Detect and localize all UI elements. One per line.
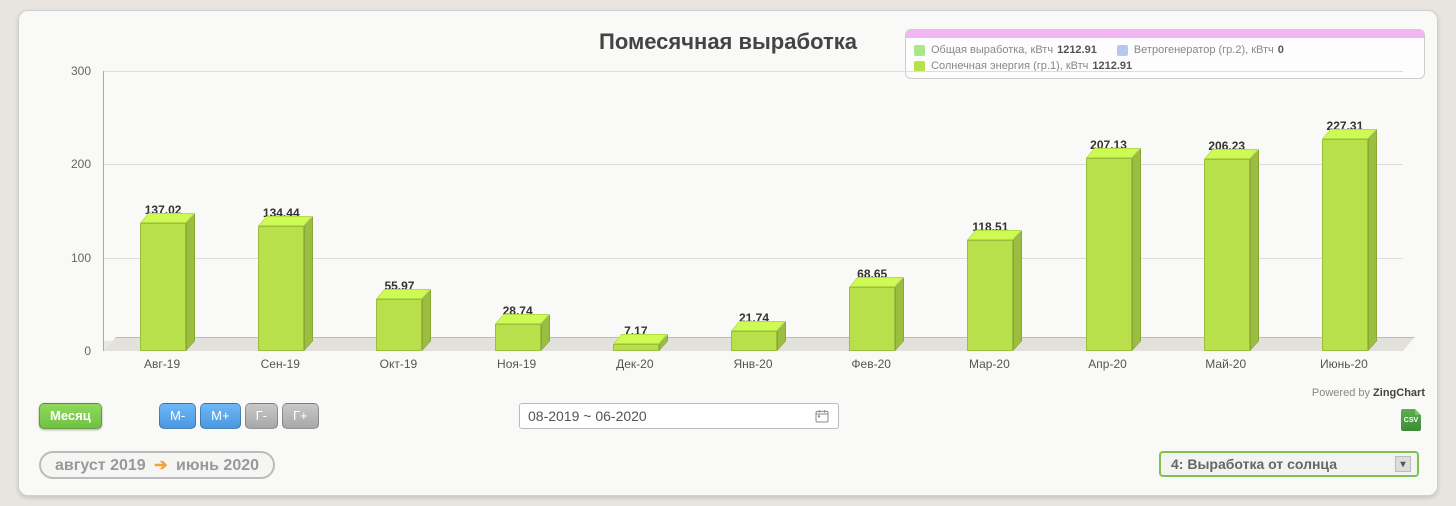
legend-value: 0 (1278, 44, 1284, 56)
powered-prefix: Powered by (1312, 387, 1370, 399)
y-tick-label: 300 (71, 64, 91, 78)
bar[interactable]: 207.13 (1086, 158, 1132, 351)
range-to: июнь 2020 (176, 457, 259, 474)
arrow-icon: ➔ (154, 457, 167, 474)
series-select[interactable]: 4: Выработка от солнца ▾ (1159, 451, 1419, 477)
x-tick-label: Мар-20 (969, 357, 1010, 371)
legend-swatch (914, 45, 925, 56)
bar[interactable]: 206.23 (1204, 159, 1250, 351)
chart-panel: Помесячная выработка Общая выработка, кВ… (18, 10, 1438, 496)
bar[interactable]: 134.44 (258, 226, 304, 351)
powered-by: Powered by ZingChart (1312, 387, 1425, 399)
x-tick-label: Июнь-20 (1320, 357, 1368, 371)
series-select-value: 4: Выработка от солнца (1171, 456, 1337, 472)
nav-button-гplus[interactable]: Г+ (282, 403, 319, 429)
chevron-down-icon: ▾ (1395, 456, 1411, 472)
nav-button-гminus[interactable]: Г- (245, 403, 278, 429)
x-tick-label: Янв-20 (733, 357, 772, 371)
x-tick-label: Дек-20 (616, 357, 653, 371)
bars-container: 137.02 134.44 55.97 28.74 7.17 21.74 68.65 118.… (104, 71, 1403, 351)
mode-month-button[interactable]: Месяц (39, 403, 102, 429)
bar[interactable]: 68.65 (849, 287, 895, 351)
legend-swatch (1117, 45, 1128, 56)
date-range-value: 08-2019 ~ 06-2020 (528, 408, 647, 424)
x-tick-label: Апр-20 (1088, 357, 1127, 371)
x-tick-label: Ноя-19 (497, 357, 536, 371)
x-tick-label: Окт-19 (380, 357, 418, 371)
legend-swatch (914, 61, 925, 72)
bar[interactable]: 227.31 (1322, 139, 1368, 351)
chart-area: 0100200300 137.02134.4455.9728.747.1721.… (59, 71, 1409, 371)
bar[interactable]: 28.74 (495, 324, 541, 351)
y-tick-label: 100 (71, 251, 91, 265)
bar[interactable]: 118.51 (967, 240, 1013, 351)
bar[interactable]: 137.02 (140, 223, 186, 351)
legend-label: Общая выработка, кВтч (931, 44, 1053, 56)
x-tick-label: Фев-20 (851, 357, 891, 371)
x-tick-label: Май-20 (1205, 357, 1246, 371)
bar[interactable]: 7.17 (613, 344, 659, 351)
legend-label: Ветрогенератор (гр.2), кВтч (1134, 44, 1274, 56)
calendar-icon (814, 408, 830, 424)
nav-button-мplus[interactable]: М+ (200, 403, 240, 429)
y-tick-label: 200 (71, 157, 91, 171)
date-range-pill[interactable]: август 2019 ➔ июнь 2020 (39, 451, 275, 479)
bar[interactable]: 21.74 (731, 331, 777, 351)
footer-row: август 2019 ➔ июнь 2020 4: Выработка от … (39, 451, 1419, 481)
range-from: август 2019 (55, 457, 146, 474)
date-range-input[interactable]: 08-2019 ~ 06-2020 (519, 403, 839, 429)
legend-accent-bar (906, 30, 1424, 38)
controls-row: Месяц М-М+Г-Г+ 08-2019 ~ 06-2020 (39, 403, 1419, 435)
x-axis-labels: Авг-19 Сен-19 Окт-19 Ноя-19 Дек-20 Янв-20 Фев-… (103, 357, 1403, 377)
x-tick-label: Сен-19 (261, 357, 300, 371)
legend-item[interactable]: Общая выработка, кВтч 1212.91 (914, 42, 1097, 58)
y-axis: 0100200300 (59, 71, 99, 351)
legend-value: 1212.91 (1057, 44, 1097, 56)
y-tick-label: 0 (84, 344, 91, 358)
nav-button-group: М-М+Г-Г+ (159, 403, 319, 429)
powered-name: ZingChart (1373, 387, 1425, 399)
plot-area: 137.02 134.44 55.97 28.74 7.17 21.74 68.65 118.… (103, 71, 1403, 351)
x-tick-label: Авг-19 (144, 357, 180, 371)
bar[interactable]: 55.97 (376, 299, 422, 351)
legend-item[interactable]: Ветрогенератор (гр.2), кВтч 0 (1117, 42, 1284, 58)
nav-button-мminus[interactable]: М- (159, 403, 196, 429)
